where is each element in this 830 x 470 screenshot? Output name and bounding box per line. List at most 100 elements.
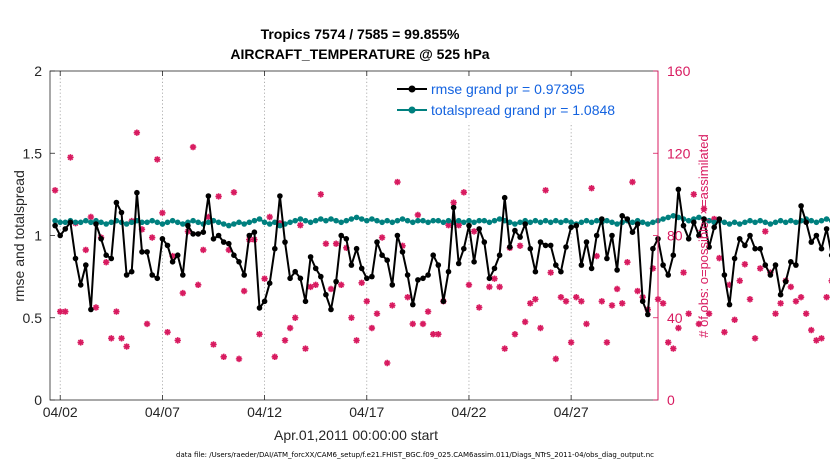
rmse-point [128, 268, 135, 275]
spread-point [793, 219, 799, 226]
rmse-point [226, 240, 232, 247]
spread-point [542, 217, 549, 224]
rmse-point [645, 311, 651, 318]
obs-point [649, 265, 657, 272]
rmse-point [455, 260, 462, 267]
chart-subtitle: AIRCRAFT_TEMPERATURE @ 525 hPa [230, 46, 490, 62]
rmse-point [241, 272, 247, 278]
obs-point [215, 193, 222, 200]
obs-point [179, 289, 187, 297]
spread-point [246, 219, 253, 226]
obs-point [343, 244, 350, 252]
rmse-point [384, 257, 391, 264]
obs-point [445, 222, 452, 229]
obs-point [159, 209, 166, 217]
spread-point [256, 216, 263, 222]
obs-point [317, 191, 324, 198]
rmse-point [374, 239, 380, 245]
rmse-point [348, 262, 355, 268]
rmse-point [507, 244, 513, 250]
rmse-point [670, 252, 677, 258]
rmse-point [154, 275, 161, 282]
x-tick-label: 04/22 [451, 404, 486, 420]
obs-point [588, 185, 595, 192]
obs-point [240, 287, 248, 295]
obs-point [542, 187, 549, 194]
spread-point [813, 219, 820, 226]
rmse-point [430, 252, 437, 258]
obs-point [164, 328, 171, 336]
rmse-point [389, 282, 396, 288]
rmse-point [118, 209, 125, 216]
rmse-point [639, 298, 646, 305]
rmse-point [266, 280, 273, 287]
rmse-point [706, 244, 712, 250]
legend-rmse-marker [408, 85, 416, 93]
rmse-point [731, 255, 738, 262]
spread-point [353, 214, 360, 221]
x-tick-label: 04/27 [554, 404, 589, 420]
rmse-point [185, 222, 191, 229]
obs-point [353, 337, 360, 344]
obs-point [220, 353, 227, 361]
spread-point [670, 213, 677, 219]
rmse-point [527, 245, 534, 252]
obs-point [169, 252, 176, 260]
obs-point [547, 269, 554, 276]
obs-point [573, 293, 580, 301]
y-tick-label: 2 [34, 63, 42, 79]
rmse-point [665, 272, 671, 278]
rmse-point [169, 259, 176, 265]
obs-point [133, 129, 141, 136]
obs-point [384, 359, 391, 367]
rmse-point [517, 234, 523, 240]
obs-point [695, 320, 703, 328]
rmse-point [67, 219, 74, 226]
obs-point [424, 308, 432, 315]
rmse-point [721, 272, 728, 278]
obs-point [624, 259, 631, 266]
obs-point [450, 199, 457, 206]
obs-point [792, 298, 800, 305]
rmse-point [675, 186, 682, 193]
y-right-tick-label: 40 [667, 310, 683, 326]
obs-point [455, 222, 462, 229]
spread-point [297, 216, 304, 222]
spread-point [205, 219, 212, 226]
obs-point [511, 331, 519, 338]
obs-point [378, 234, 386, 241]
obs-point [348, 314, 355, 321]
rmse-point [123, 272, 130, 278]
rmse-point [113, 199, 120, 206]
obs-point [409, 320, 416, 328]
rmse-point [328, 306, 334, 313]
spread-point [435, 217, 442, 224]
rmse-point [726, 301, 733, 308]
obs-point [486, 283, 493, 291]
rmse-point [788, 259, 794, 265]
spread-point [287, 219, 293, 226]
obs-point [726, 281, 733, 289]
rmse-point [578, 262, 585, 268]
rmse-point [450, 204, 457, 211]
spread-point [159, 221, 166, 227]
rmse-point [282, 239, 288, 245]
rmse-point [650, 245, 656, 252]
legend: rmse grand pr = 0.97395 totalspread gran… [392, 77, 655, 123]
spread-point [558, 219, 564, 226]
rmse-point [369, 273, 375, 280]
rmse-point [231, 252, 237, 258]
rmse-point [98, 236, 104, 242]
rmse-point [318, 273, 324, 280]
spread-point [323, 217, 329, 224]
legend-rmse-label: rmse grand pr = 0.97395 [431, 81, 585, 97]
spread-point [553, 217, 559, 224]
spread-point [583, 217, 590, 224]
y-right-axis-label: # of obs: o=possible; ×=assimilated [696, 134, 711, 337]
obs-point [762, 228, 769, 235]
rmse-point [461, 245, 467, 252]
spread-point [645, 221, 651, 227]
obs-point [77, 339, 84, 346]
spread-point [164, 219, 171, 226]
y-right-tick-label: 0 [667, 392, 675, 408]
